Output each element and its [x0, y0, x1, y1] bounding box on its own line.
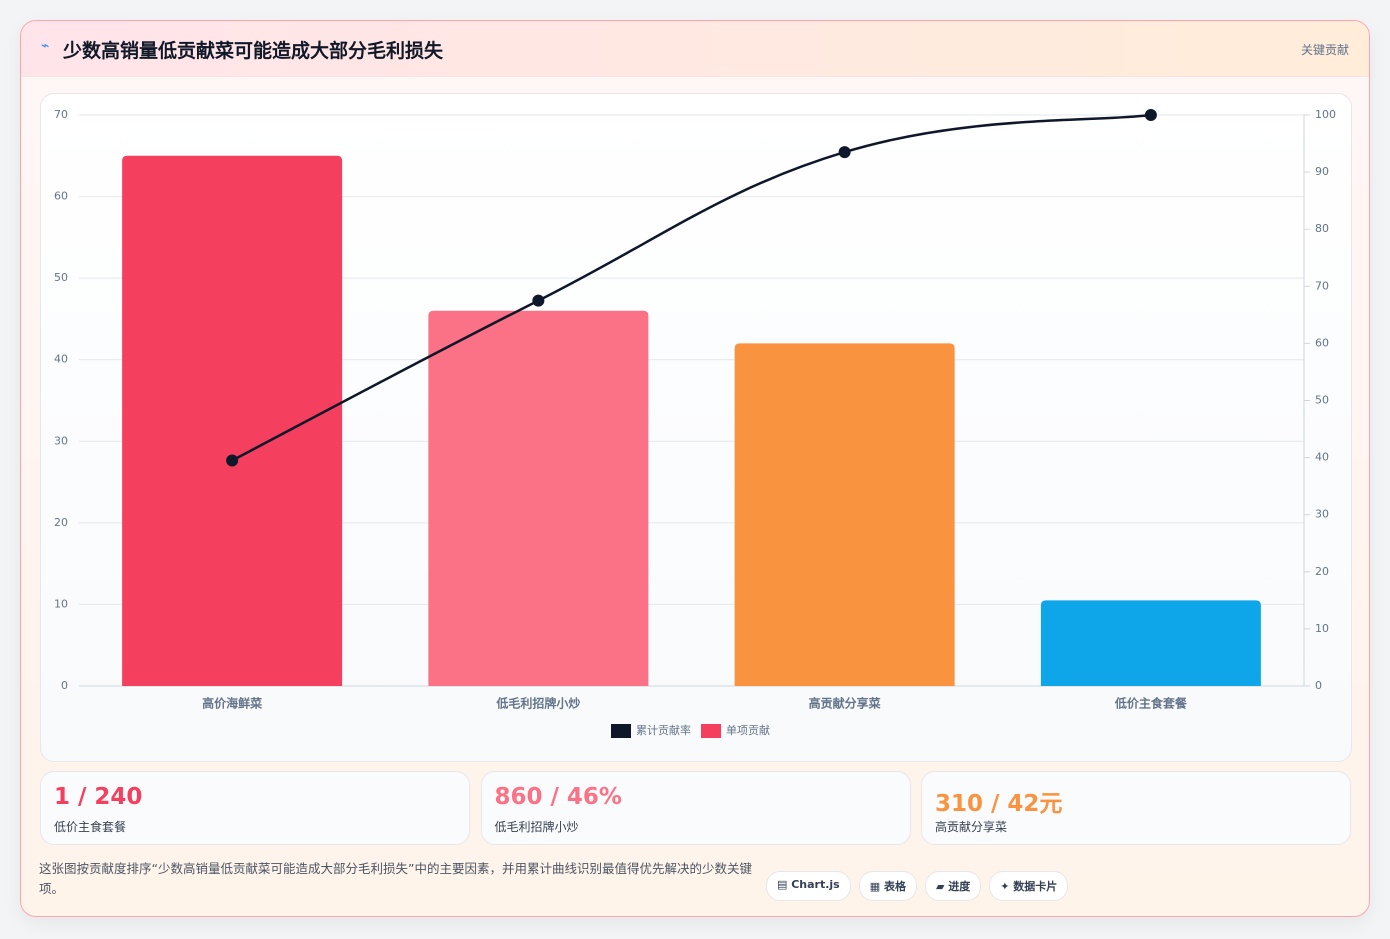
x-tick-label: 高价海鲜菜 — [202, 696, 262, 711]
y-tick-label: 50 — [54, 271, 68, 284]
x-tick-label: 低价主食套餐 — [1114, 696, 1188, 711]
stat-value: 1 / 240 — [54, 784, 143, 810]
cumulative-line — [231, 113, 1152, 462]
stat-card: 1 / 240 低价主食套餐 — [40, 771, 470, 845]
y-tick-label: 40 — [54, 353, 68, 366]
bar — [734, 343, 955, 686]
stat-label: 高贡献分享菜 — [935, 820, 1008, 834]
footer-text: 这张图按贡献度排序“少数高销量低贡献菜可能造成大部分毛利损失”中的主要因素，并用… — [39, 861, 752, 896]
bar — [428, 310, 649, 686]
line-point — [226, 454, 239, 467]
bar — [1040, 600, 1261, 686]
y2-tick-label: 80 — [1315, 222, 1329, 235]
x-tick-label: 低毛利招牌小炒 — [495, 696, 580, 711]
tag-pill: ▤ Chart.js — [766, 871, 851, 901]
line-point — [532, 294, 545, 307]
y-tick-label: 10 — [54, 597, 68, 610]
stat-card: 310 / 42元高贡献分享菜 — [921, 771, 1351, 845]
stat-card: 860 / 46% 低毛利招牌小炒 — [480, 771, 911, 845]
tag-pill: ▦ 表格 — [858, 871, 917, 901]
footer-tags: ▤ Chart.js ▦ 表格 ▰ 进度 ✦ 数据卡片 — [766, 871, 1069, 901]
y-tick-label: 20 — [54, 516, 68, 529]
y-tick-label: 60 — [54, 190, 68, 203]
y2-tick-label: 10 — [1315, 622, 1329, 635]
header-title: 少数高销量低贡献菜可能造成大部分毛利损失 — [63, 40, 444, 62]
y2-tick-label: 20 — [1315, 565, 1329, 578]
header-icon: ⌁ — [41, 38, 50, 54]
stat-label: 低价主食套餐 — [54, 820, 127, 834]
line-point — [838, 146, 851, 159]
y2-tick-label: 50 — [1315, 394, 1329, 407]
stat-value: 860 / 46% — [494, 784, 622, 810]
card: ⌁ 少数高销量低贡献菜可能造成大部分毛利损失 关键贡献 1 / 240 低价主食套… — [20, 20, 1370, 917]
stat-value: 310 / 42元 — [935, 791, 1063, 817]
legend-label: 累计贡献率 — [636, 723, 691, 737]
y2-tick-label: 70 — [1315, 279, 1329, 292]
header: ⌁ 少数高销量低贡献菜可能造成大部分毛利损失 关键贡献 — [21, 21, 1369, 77]
y2-tick-label: 0 — [1315, 679, 1322, 692]
legend-swatch — [611, 724, 631, 738]
tag-pill: ✦ 数据卡片 — [989, 871, 1069, 901]
legend-swatch — [701, 724, 721, 738]
stat-label: 低毛利招牌小炒 — [494, 820, 579, 834]
y2-tick-label: 60 — [1315, 336, 1329, 349]
y-tick-label: 70 — [54, 108, 68, 121]
y2-tick-label: 90 — [1315, 165, 1329, 178]
y-tick-label: 30 — [54, 434, 68, 447]
tag-pill: ▰ 进度 — [924, 871, 982, 901]
legend-label: 单项贡献 — [726, 723, 770, 737]
bar — [122, 155, 343, 687]
y2-tick-label: 100 — [1315, 108, 1336, 121]
y2-tick-label: 40 — [1315, 451, 1329, 464]
header-tag: 关键贡献 — [1300, 43, 1349, 57]
y2-tick-label: 30 — [1315, 508, 1329, 521]
x-tick-label: 高贡献分享菜 — [809, 696, 881, 711]
line-point — [1144, 109, 1157, 121]
y-tick-label: 0 — [61, 679, 68, 692]
